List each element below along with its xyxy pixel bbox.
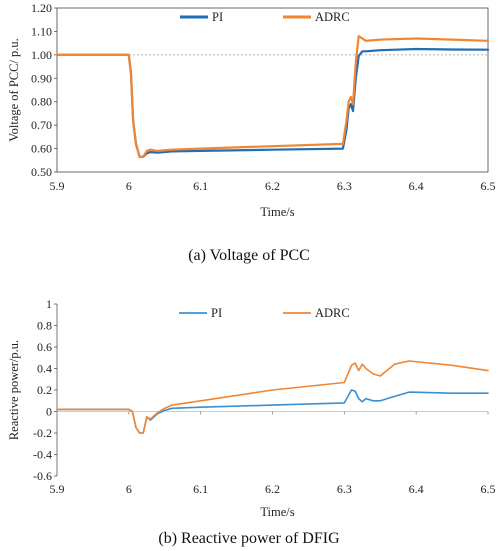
- y-tick-labels: -0.6 -0.4 -0.2 0 0.2 0.4 0.6 0.8 1: [33, 297, 57, 483]
- legend-label-adrc: ADRC: [315, 306, 350, 320]
- plot-frame: [56, 7, 489, 173]
- y-tick-label: 0.80: [31, 95, 52, 109]
- legend: PI ADRC: [180, 10, 350, 24]
- legend: PI ADRC: [179, 306, 350, 320]
- x-tick-label: 5.9: [50, 179, 65, 193]
- x-tick-label: 6.3: [337, 179, 352, 193]
- legend-label-pi: PI: [212, 10, 223, 24]
- x-tick-label: 6: [126, 179, 132, 193]
- y-tick-label: 0.50: [31, 165, 52, 179]
- x-axis-label: Time/s: [260, 505, 294, 519]
- y-tick-label: 1: [46, 297, 52, 311]
- y-tick-label: 0.70: [31, 118, 52, 132]
- chart-voltage-pcc: 0.50 0.60 0.70 0.80 0.90 1.00 1.10 1.20 5.9 6 6.1…: [7, 1, 496, 264]
- y-tick-label: -0.2: [33, 426, 52, 440]
- x-tick-label: 6.2: [265, 482, 280, 496]
- caption: (a) Voltage of PCC: [188, 247, 310, 264]
- x-tick-label: 6.5: [481, 179, 496, 193]
- x-tick-label: 6.4: [409, 179, 424, 193]
- series-lines: [56, 360, 489, 434]
- x-tick-label: 6.5: [481, 482, 496, 496]
- x-tick-label: 6.4: [409, 482, 424, 496]
- y-tick-label: -0.4: [33, 448, 52, 462]
- y-tick-labels: 0.50 0.60 0.70 0.80 0.90 1.00 1.10 1.20: [31, 1, 57, 179]
- x-tick-label: 6.1: [193, 482, 208, 496]
- y-tick-label: 0.90: [31, 71, 52, 85]
- y-tick-label: 0: [46, 405, 52, 419]
- x-tick-labels: 5.9 6 6.1 6.2 6.3 6.4 6.5: [50, 179, 496, 193]
- y-tick-label: 1.10: [31, 24, 52, 38]
- series-line-adrc: [56, 360, 489, 434]
- x-axis-label: Time/s: [260, 205, 294, 219]
- x-tick-label: 5.9: [50, 482, 65, 496]
- caption: (b) Reactive power of DFIG: [158, 530, 340, 547]
- legend-label-pi: PI: [211, 306, 222, 320]
- y-tick-label: 1.20: [31, 1, 52, 15]
- x-tick-label: 6.1: [193, 179, 208, 193]
- x-tick-label: 6: [126, 482, 132, 496]
- legend-label-adrc: ADRC: [315, 10, 350, 24]
- y-axis-label: Voltage of PCC/ p.u.: [7, 38, 21, 142]
- y-tick-label: 0.4: [37, 362, 52, 376]
- y-tick-label: 1.00: [31, 48, 52, 62]
- y-tick-label: 0.60: [31, 142, 52, 156]
- series-line-pi: [55, 47, 490, 158]
- chart-reactive-power-dfig: -0.6 -0.4 -0.2 0 0.2 0.4 0.6 0.8 1 5.9 6 6.1 6.2 6.3…: [7, 297, 496, 547]
- y-tick-label: 0.2: [37, 383, 52, 397]
- axes: [56, 7, 489, 173]
- series-line-adrc: [55, 34, 490, 158]
- series-lines: [55, 34, 490, 158]
- y-tick-label: -0.6: [33, 469, 52, 483]
- y-axis-label: Reactive power/p.u.: [7, 340, 21, 440]
- x-tick-label: 6.3: [337, 482, 352, 496]
- x-tick-labels: 5.9 6 6.1 6.2 6.3 6.4 6.5: [50, 411, 496, 496]
- y-tick-label: 0.8: [37, 319, 52, 333]
- x-tick-label: 6.2: [265, 179, 280, 193]
- y-tick-label: 0.6: [37, 340, 52, 354]
